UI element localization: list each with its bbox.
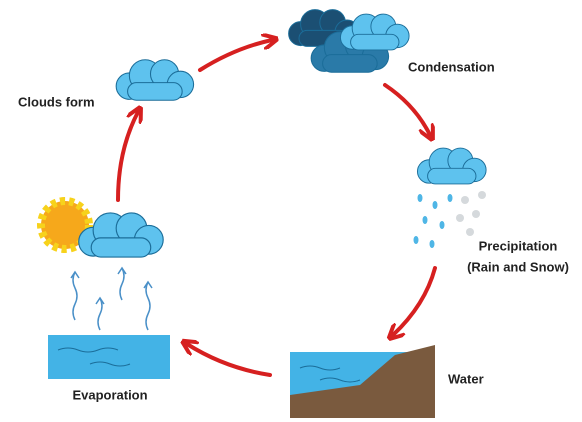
- rain-drop: [423, 216, 428, 224]
- cycle-arrow: [118, 112, 138, 200]
- snow-flake: [478, 191, 486, 199]
- snow-flakes: [456, 191, 486, 236]
- rain-drops: [414, 194, 453, 248]
- snow-flake: [472, 210, 480, 218]
- cycle-arrow: [385, 85, 430, 135]
- node-label: Water: [448, 371, 484, 386]
- rain-drop: [433, 201, 438, 209]
- node-label: Evaporation: [72, 387, 147, 402]
- snow-flake: [456, 214, 464, 222]
- cycle-arrow: [200, 40, 272, 70]
- cloud-icon: [340, 14, 409, 50]
- rain-drop: [440, 221, 445, 229]
- cloud-icon: [116, 60, 193, 100]
- rain-drop: [414, 236, 419, 244]
- vapor-arrows: [71, 268, 152, 330]
- node-label: Condensation: [408, 59, 495, 74]
- vapor-arrow: [118, 268, 126, 300]
- vapor-arrow: [144, 282, 152, 330]
- cycle-arrow: [393, 268, 435, 335]
- water-body: [48, 335, 170, 379]
- rain-drop: [418, 194, 423, 202]
- node-label: Clouds form: [18, 94, 95, 109]
- cycle-arrow: [187, 344, 270, 375]
- node-label: Precipitation: [479, 238, 558, 253]
- water-cycle-diagram: Clouds form Condensation Precipitation (…: [0, 0, 582, 422]
- node-label: (Rain and Snow): [467, 259, 569, 274]
- rain-drop: [430, 240, 435, 248]
- snow-flake: [466, 228, 474, 236]
- vapor-arrow: [96, 298, 104, 330]
- cloud-icon: [417, 148, 486, 184]
- snow-flake: [461, 196, 469, 204]
- vapor-arrow: [71, 272, 79, 320]
- page: Clouds form Condensation Precipitation (…: [0, 0, 582, 422]
- rain-drop: [448, 194, 453, 202]
